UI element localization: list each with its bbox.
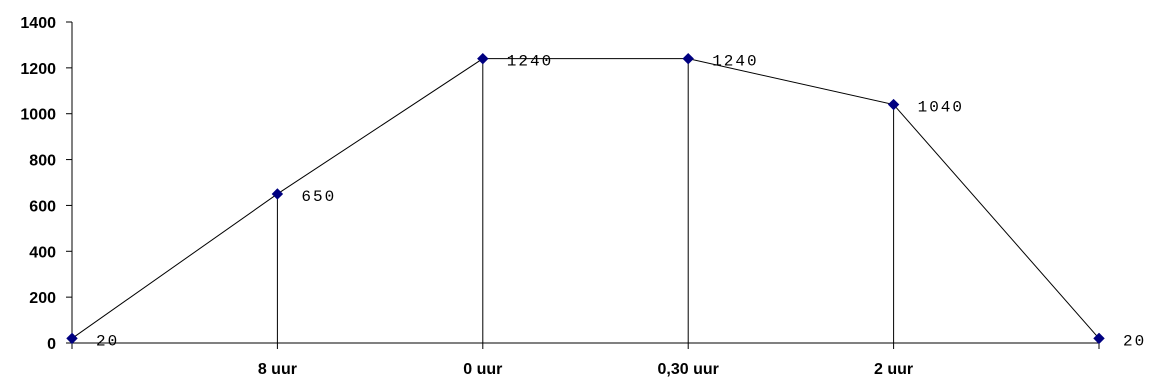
x-tick-label: 0 uur — [463, 361, 502, 378]
data-point — [66, 332, 78, 345]
y-tick-label: 400 — [29, 244, 56, 261]
data-point — [887, 98, 900, 111]
data-label: 1040 — [918, 99, 964, 117]
data-label: 650 — [301, 188, 336, 206]
y-tick-label: 1400 — [20, 15, 56, 32]
y-tick-label: 0 — [47, 336, 56, 353]
y-tick-label: 200 — [29, 290, 56, 307]
data-point — [271, 188, 284, 200]
drop-lines — [276, 58, 895, 343]
data-label: 1240 — [507, 53, 553, 71]
y-tick-label: 1000 — [20, 107, 56, 124]
x-axis: 8 uur 0 uur 0,30 uur 2 uur — [71, 342, 1100, 378]
data-point — [477, 52, 489, 65]
y-axis: 0 200 400 600 800 1000 1200 1400 — [20, 15, 73, 353]
data-label: 20 — [96, 332, 119, 350]
plot-area: 20 650 1240 1240 1040 20 — [66, 52, 1146, 350]
y-tick-label: 600 — [29, 198, 56, 215]
x-tick-label: 8 uur — [258, 361, 297, 378]
data-point — [682, 52, 694, 65]
data-label: 20 — [1123, 332, 1146, 350]
x-tick-label: 2 uur — [874, 361, 913, 378]
y-tick-label: 800 — [29, 153, 56, 170]
data-point — [1093, 332, 1105, 345]
series-line — [71, 58, 1100, 339]
data-label: 1240 — [712, 53, 758, 71]
x-tick-label: 0,30 uur — [658, 361, 719, 378]
y-tick-label: 1200 — [20, 61, 56, 78]
